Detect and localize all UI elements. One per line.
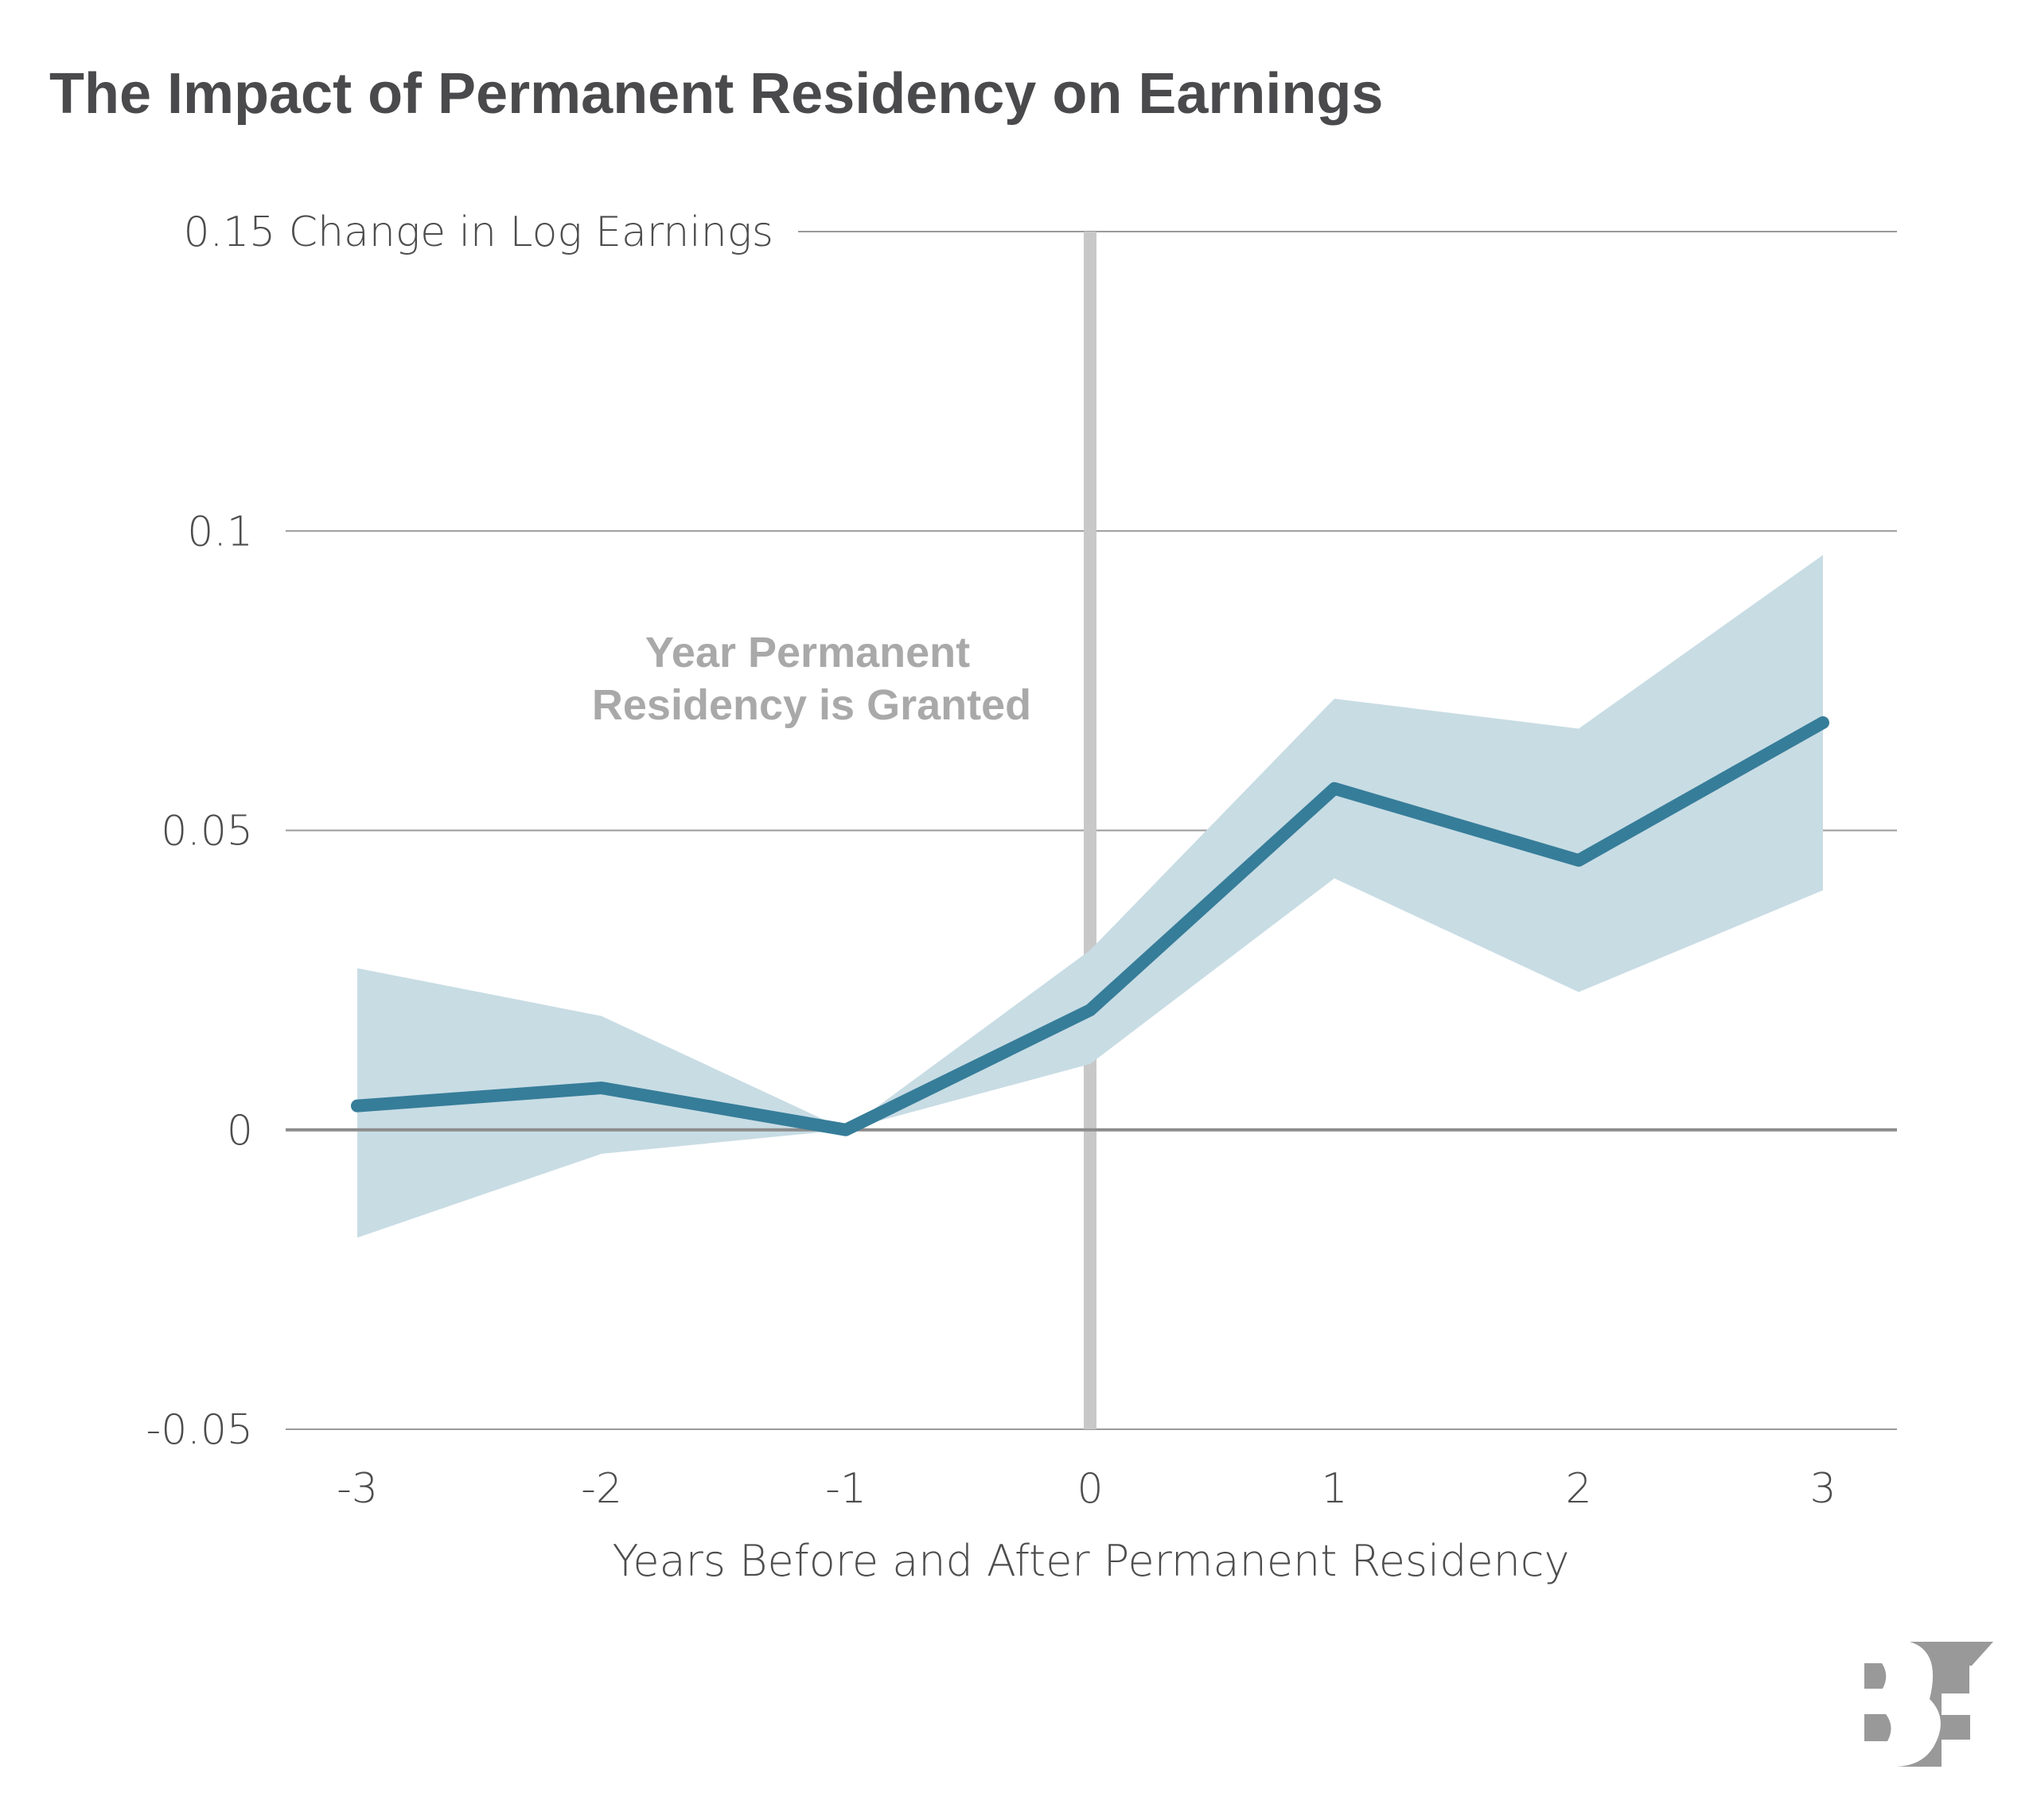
logo bbox=[1864, 1642, 1993, 1767]
y-tick-label: 0.05 bbox=[161, 808, 253, 855]
y-tick-label-with-axis-title: 0.15 Change in Log Earnings bbox=[183, 209, 773, 256]
confidence-band bbox=[357, 555, 1823, 1238]
annotation-line-1: Year Permanent bbox=[645, 629, 970, 676]
x-tick-label: -2 bbox=[581, 1465, 622, 1513]
x-tick-label: -3 bbox=[337, 1465, 378, 1513]
reference-line bbox=[1084, 232, 1096, 1429]
x-tick-label: -1 bbox=[825, 1465, 867, 1513]
logo-b-shape bbox=[1886, 1642, 1941, 1767]
y-tick-labels: 0.15 Change in Log Earnings 0.1 0.05 0 -0.05 bbox=[146, 209, 773, 1454]
y-tick-label: 0 bbox=[227, 1107, 253, 1155]
y-tick-label: -0.05 bbox=[146, 1406, 253, 1454]
x-tick-label: 0 bbox=[1077, 1465, 1103, 1513]
x-tick-labels: -3 -2 -1 0 1 2 3 bbox=[337, 1465, 1836, 1513]
x-axis-label: Years Before and After Permanent Residen… bbox=[613, 1536, 1570, 1586]
x-tick-label: 2 bbox=[1565, 1465, 1591, 1513]
chart-title: The Impact of Permanent Residency on Ear… bbox=[49, 62, 1383, 126]
x-tick-label: 3 bbox=[1809, 1465, 1836, 1513]
y-tick-label: 0.1 bbox=[187, 508, 253, 555]
logo-b-left bbox=[1864, 1663, 1891, 1741]
annotation-line-2: Residency is Granted bbox=[592, 681, 1031, 729]
x-tick-label: 1 bbox=[1321, 1465, 1347, 1513]
